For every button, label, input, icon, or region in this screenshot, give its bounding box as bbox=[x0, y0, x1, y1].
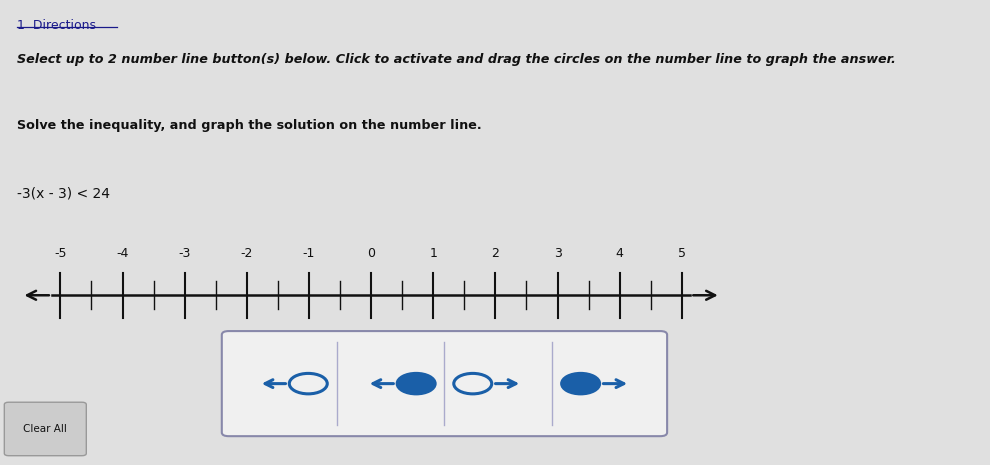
FancyBboxPatch shape bbox=[4, 402, 86, 456]
Text: 1: 1 bbox=[430, 247, 438, 260]
Text: 5: 5 bbox=[678, 247, 686, 260]
Text: Solve the inequality, and graph the solution on the number line.: Solve the inequality, and graph the solu… bbox=[17, 119, 482, 132]
Text: -5: -5 bbox=[54, 247, 66, 260]
Text: 2: 2 bbox=[491, 247, 499, 260]
Text: 4: 4 bbox=[616, 247, 624, 260]
Text: -1: -1 bbox=[303, 247, 315, 260]
Text: 0: 0 bbox=[367, 247, 375, 260]
Text: 3: 3 bbox=[553, 247, 561, 260]
Text: -3(x - 3) < 24: -3(x - 3) < 24 bbox=[17, 186, 110, 200]
Text: -3: -3 bbox=[178, 247, 191, 260]
Text: -4: -4 bbox=[117, 247, 129, 260]
Circle shape bbox=[561, 373, 600, 394]
Text: Select up to 2 number line button(s) below. Click to activate and drag the circl: Select up to 2 number line button(s) bel… bbox=[17, 53, 896, 66]
Text: 1  Directions: 1 Directions bbox=[17, 19, 96, 32]
Text: Clear All: Clear All bbox=[24, 424, 67, 434]
Text: -2: -2 bbox=[241, 247, 253, 260]
Circle shape bbox=[397, 373, 436, 394]
FancyBboxPatch shape bbox=[222, 331, 667, 436]
